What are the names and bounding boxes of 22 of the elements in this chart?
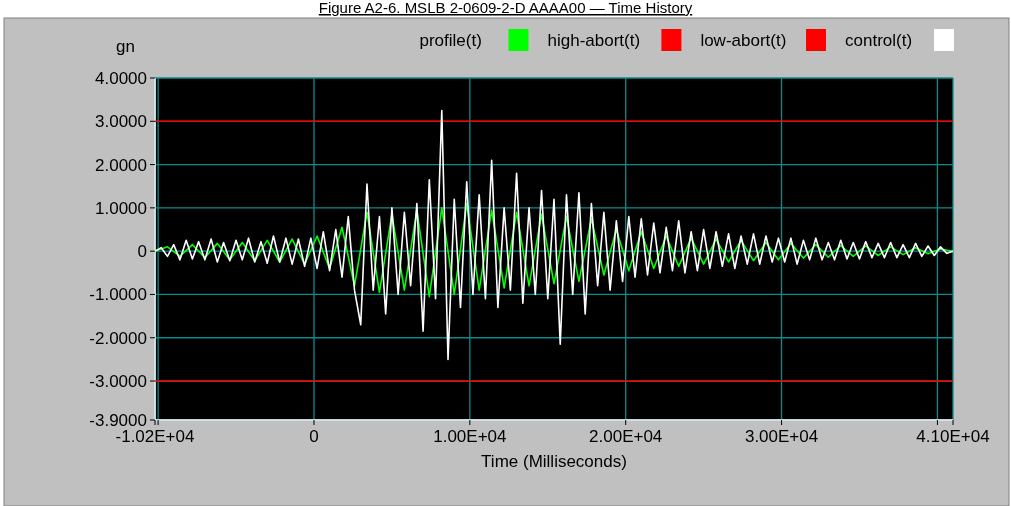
- x-tick-label: 0: [309, 427, 319, 446]
- y-tick-label: -2.0000: [89, 328, 147, 348]
- y-axis-title: gn: [116, 37, 135, 56]
- x-tick-label: 3.00E+04: [744, 427, 819, 446]
- x-tick-label: 2.00E+04: [589, 427, 663, 446]
- x-tick-label: -1.02E+04: [115, 427, 195, 446]
- x-tick-label: 4.10E+04: [916, 427, 990, 446]
- legend-label: low-abort(t): [700, 31, 787, 50]
- legend-label: high-abort(t): [547, 31, 641, 50]
- y-tick-label: 2.0000: [95, 155, 147, 175]
- legend-label: profile(t): [419, 31, 482, 50]
- chart-title: Figure A2-6. MSLB 2-0609-2-D AAAA00 — Time History: [318, 0, 693, 16]
- y-tick-label: -3.9000: [89, 411, 147, 430]
- y-tick-label: -3.0000: [89, 372, 147, 392]
- legend-label: control(t): [845, 31, 913, 50]
- y-tick-label: 4.0000: [95, 69, 147, 88]
- x-axis-title: Time (Milliseconds): [481, 452, 627, 471]
- x-tick-label: 1.00E+04: [433, 427, 507, 446]
- y-tick-label: -1.0000: [89, 285, 147, 305]
- y-tick-label: 1.0000: [95, 198, 147, 218]
- y-tick-label: 0: [137, 242, 147, 262]
- y-tick-label: 3.0000: [95, 112, 147, 132]
